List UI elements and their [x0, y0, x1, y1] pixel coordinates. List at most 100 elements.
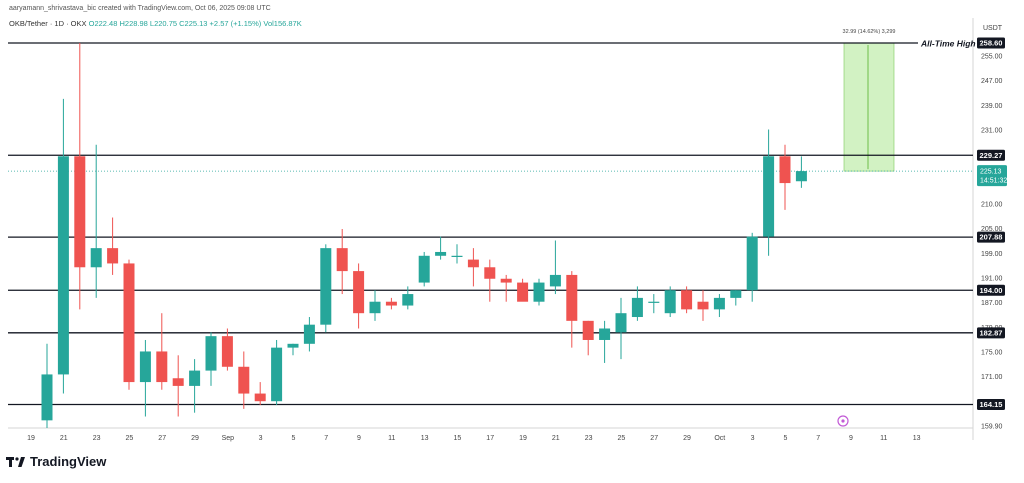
candle-body	[221, 336, 233, 367]
tradingview-logo: TradingView	[6, 454, 106, 469]
x-tick-label: 11	[388, 435, 395, 442]
y-tick-label: 231.00	[981, 128, 1003, 135]
volume-value: Vol156.87K	[263, 19, 302, 28]
candle-body	[139, 351, 151, 383]
y-tick-label: 255.00	[981, 54, 1003, 61]
brand-name: TradingView	[30, 454, 107, 469]
y-axis-currency: USDT	[983, 25, 1003, 32]
projection-label: 32.99 (14.62%) 3,299	[843, 29, 896, 35]
x-tick-label: Sep	[222, 435, 235, 442]
candle-body	[549, 274, 561, 287]
x-tick-label: 5	[783, 435, 787, 442]
candle-body	[467, 259, 479, 268]
level-price-tag	[977, 284, 1005, 296]
candle-body	[320, 248, 332, 325]
candle-body	[746, 236, 758, 291]
level-price-label: 207.88	[980, 233, 1003, 242]
x-tick-label: 7	[324, 435, 328, 442]
candle-body	[336, 248, 348, 272]
x-tick-label: 17	[486, 435, 494, 442]
current-price-label: 225.13	[980, 169, 1002, 176]
candle-body	[730, 290, 742, 298]
x-tick-label: 9	[357, 435, 361, 442]
y-tick-label: 159.90	[981, 424, 1003, 431]
level-price-label: 258.60	[980, 39, 1003, 48]
candle-body	[107, 248, 119, 264]
chart-credit: aaryamann_shrivastava_bic created with T…	[9, 5, 271, 12]
candle-body	[664, 290, 676, 314]
x-tick-label: 7	[816, 435, 820, 442]
y-tick-label: 247.00	[981, 78, 1003, 85]
candle-body	[254, 393, 266, 402]
candle-body	[697, 301, 709, 310]
candle-body	[303, 324, 315, 344]
x-tick-label: 21	[60, 435, 68, 442]
candle-body	[763, 156, 775, 237]
candle-body	[713, 297, 725, 310]
level-price-tag	[977, 327, 1005, 339]
x-tick-label: 13	[421, 435, 429, 442]
tradingview-icon	[6, 456, 25, 467]
candle-body	[795, 171, 807, 182]
candle-body	[90, 248, 102, 268]
x-tick-label: 27	[650, 435, 658, 442]
x-tick-label: 19	[27, 435, 35, 442]
projection-box	[843, 42, 895, 172]
x-tick-label: 25	[126, 435, 134, 442]
y-tick-label: 210.00	[981, 202, 1003, 209]
candle-body	[435, 251, 447, 256]
level-price-tag	[977, 149, 1005, 161]
x-tick-label: 21	[552, 435, 560, 442]
candle-body	[500, 278, 512, 283]
level-price-label: 164.15	[980, 400, 1003, 409]
candle-body	[172, 378, 184, 386]
candle-body	[123, 263, 135, 383]
ohlc-values: O222.48 H228.98 L220.75 C225.13 +2.57 (+…	[88, 19, 262, 28]
symbol-name[interactable]: OKB/Tether · 1D · OKX	[9, 19, 87, 28]
level-price-tag	[977, 231, 1005, 243]
candle-body	[41, 374, 53, 421]
candle-body	[287, 343, 299, 348]
level-price-label: 229.27	[980, 151, 1003, 160]
x-tick-label: 13	[913, 435, 921, 442]
y-tick-label: 171.00	[981, 374, 1003, 381]
candle-body	[582, 320, 594, 340]
candle-body	[74, 156, 86, 268]
candle-body	[271, 347, 283, 402]
y-tick-label: 239.00	[981, 103, 1003, 110]
y-tick-label: 191.00	[981, 276, 1003, 283]
candle-body	[648, 301, 660, 303]
x-tick-label: 27	[158, 435, 166, 442]
x-tick-label: Oct	[714, 435, 725, 442]
candle-body	[353, 271, 365, 314]
x-tick-label: 3	[751, 435, 755, 442]
x-tick-label: 19	[519, 435, 527, 442]
candle-body	[451, 255, 463, 257]
countdown-label: 14:51:32	[980, 178, 1007, 185]
x-tick-label: 3	[259, 435, 263, 442]
level-price-label: 194.00	[980, 286, 1003, 295]
x-tick-label: 25	[618, 435, 626, 442]
x-tick-label: 9	[849, 435, 853, 442]
candle-body	[402, 294, 414, 306]
x-tick-label: 23	[585, 435, 593, 442]
candle-body	[205, 336, 217, 371]
y-tick-label: 199.00	[981, 251, 1003, 258]
candle-body	[238, 366, 250, 394]
candle-body	[779, 156, 791, 184]
candle-body	[615, 313, 627, 333]
candle-body	[484, 267, 496, 279]
candle-body	[517, 282, 529, 302]
annotation-background	[918, 36, 972, 50]
x-tick-label: 29	[191, 435, 199, 442]
x-tick-label: 15	[454, 435, 462, 442]
candle-body	[385, 301, 397, 306]
symbol-legend: OKB/Tether · 1D · OKX O222.48 H228.98 L2…	[9, 19, 302, 28]
event-marker-dot	[841, 419, 845, 423]
x-tick-label: 11	[880, 435, 887, 442]
x-tick-label: 5	[291, 435, 295, 442]
y-tick-label: 175.00	[981, 350, 1003, 357]
candle-body	[631, 297, 643, 318]
candle-body	[599, 328, 611, 340]
